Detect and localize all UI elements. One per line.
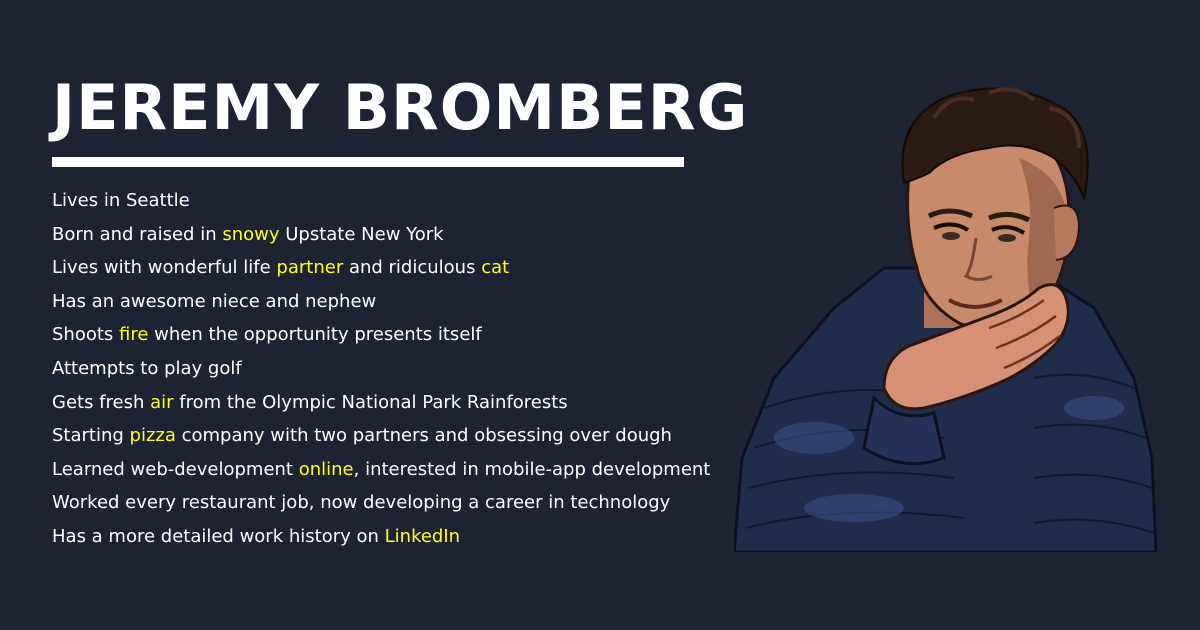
list-item: Lives in Seattle bbox=[52, 184, 710, 218]
list-item: Has an awesome niece and nephew bbox=[52, 285, 710, 319]
list-item: Learned web-development online, interest… bbox=[52, 453, 710, 487]
list-item: Attempts to play golf bbox=[52, 352, 710, 386]
fact-text: and ridiculous bbox=[343, 257, 482, 279]
fact-text: Has an awesome niece and nephew bbox=[52, 290, 377, 312]
fact-text: Has a more detailed work history on bbox=[52, 525, 385, 547]
list-item: Shoots fire when the opportunity present… bbox=[52, 318, 710, 352]
fact-highlight: cat bbox=[481, 257, 510, 279]
fact-highlight: fire bbox=[119, 324, 149, 346]
fact-highlight: partner bbox=[276, 257, 344, 279]
list-item: Worked every restaurant job, now develop… bbox=[52, 486, 710, 520]
fact-text: Starting bbox=[52, 425, 130, 447]
fact-text: from the Olympic National Park Rainfores… bbox=[173, 391, 568, 413]
fact-text: Worked every restaurant job, now develop… bbox=[52, 492, 671, 514]
fact-highlight: air bbox=[150, 391, 174, 413]
fact-text: Lives in Seattle bbox=[52, 190, 190, 211]
list-item: Has a more detailed work history on Link… bbox=[52, 520, 710, 554]
linkedin-link[interactable]: LinkedIn bbox=[384, 525, 461, 547]
fact-text: Lives with wonderful life bbox=[52, 257, 277, 279]
fact-text: Born and raised in bbox=[52, 223, 223, 245]
fact-text: Gets fresh bbox=[52, 391, 151, 413]
fact-text: , interested in mobile-app development bbox=[353, 458, 711, 480]
list-item: Lives with wonderful life partner and ri… bbox=[52, 251, 710, 285]
fact-text: Attempts to play golf bbox=[52, 357, 242, 379]
list-item: Starting pizza company with two partners… bbox=[52, 419, 710, 453]
fact-text: when the opportunity presents itself bbox=[148, 324, 482, 346]
fact-highlight: online bbox=[298, 458, 354, 480]
page-title: JEREMY BROMBERG bbox=[52, 71, 749, 144]
fact-list: Lives in Seattle Born and raised in snow… bbox=[52, 184, 710, 554]
title-underline bbox=[52, 157, 684, 167]
fact-text: Learned web-development bbox=[52, 458, 299, 480]
fact-highlight: snowy bbox=[222, 223, 280, 245]
fact-text: Upstate New York bbox=[279, 223, 444, 245]
fact-highlight: pizza bbox=[129, 425, 176, 447]
list-item: Born and raised in snowy Upstate New Yor… bbox=[52, 218, 710, 252]
fact-text: company with two partners and obsessing … bbox=[175, 425, 672, 447]
fact-text: Shoots bbox=[52, 324, 120, 346]
portrait-illustration-icon bbox=[734, 87, 1158, 552]
list-item: Gets fresh air from the Olympic National… bbox=[52, 386, 710, 420]
